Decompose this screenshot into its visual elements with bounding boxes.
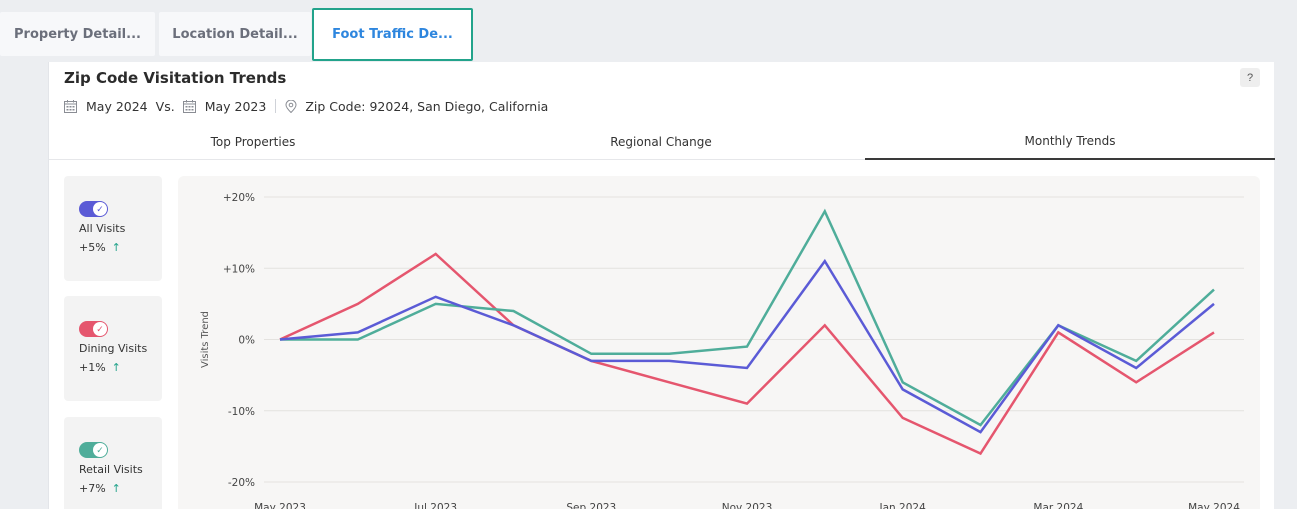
calendar-icon <box>64 99 77 113</box>
check-icon: ✓ <box>93 322 107 336</box>
arrow-up-icon: ↑ <box>111 241 121 254</box>
all-visits-toggle[interactable]: ✓ <box>79 201 108 217</box>
check-icon: ✓ <box>93 443 107 457</box>
y-tick-label: -10% <box>228 406 255 418</box>
subtab-top-properties[interactable]: Top Properties <box>210 135 296 149</box>
legend-card-retail-visits: ✓ Retail Visits +7% ↑ <box>64 417 162 509</box>
legend-pct: +1% <box>79 361 106 374</box>
current-date: May 2024 <box>86 98 148 114</box>
help-button[interactable]: ? <box>1240 68 1260 87</box>
retail-visits-toggle[interactable]: ✓ <box>79 442 108 458</box>
x-tick-label: May 2023 <box>254 502 306 509</box>
legend-pct: +7% <box>79 482 106 495</box>
y-axis-label: Visits Trend <box>200 311 211 368</box>
arrow-up-icon: ↑ <box>111 482 121 495</box>
legend-label: Retail Visits <box>79 463 143 476</box>
x-tick-label: Sep 2023 <box>566 502 616 509</box>
tab-foot-traffic-details[interactable]: Foot Traffic De... <box>312 8 473 61</box>
calendar-icon <box>182 99 196 113</box>
legend-card-dining-visits: ✓ Dining Visits +1% ↑ <box>64 296 162 401</box>
retail-visits-line <box>280 208 1215 427</box>
legend-card-all-visits: ✓ All Visits +5% ↑ <box>64 176 162 281</box>
y-tick-label: -20% <box>228 477 255 489</box>
dining-visits-toggle[interactable]: ✓ <box>79 321 108 337</box>
y-tick-label: +20% <box>223 192 255 204</box>
tab-property-details[interactable]: Property Detail... <box>0 12 155 56</box>
panel-title: Zip Code Visitation Trends <box>64 69 287 87</box>
x-tick-label: Jul 2023 <box>413 502 457 509</box>
x-tick-label: Nov 2023 <box>722 502 773 509</box>
report-tab-bar: Property Detail... Location Detail... Fo… <box>0 0 1297 62</box>
legend-change: +7% ↑ <box>79 482 121 495</box>
divider <box>275 99 277 113</box>
x-tick-label: May 2024 <box>1188 502 1240 509</box>
subtab-monthly-trends[interactable]: Monthly Trends <box>865 124 1275 160</box>
compare-date: May 2023 <box>204 98 267 114</box>
check-icon: ✓ <box>93 202 107 216</box>
legend-label: All Visits <box>79 222 126 235</box>
left-gutter <box>0 62 48 509</box>
subtab-regional-change[interactable]: Regional Change <box>610 135 712 149</box>
zip-code-visitation-panel: Zip Code Visitation Trends ? May 2024 Vs… <box>48 62 1275 509</box>
x-tick-label: Jan 2024 <box>879 502 927 509</box>
right-gutter <box>1274 62 1297 509</box>
panel-meta: May 2024 Vs. May 2023 Zip Code: 92024, S… <box>64 97 548 115</box>
location-pin-icon <box>285 99 297 113</box>
x-tick-label: Mar 2024 <box>1033 502 1083 509</box>
dining-visits-line <box>279 252 1215 456</box>
zip-code-label: Zip Code: 92024, San Diego, California <box>305 98 549 114</box>
vs-label: Vs. <box>155 98 175 114</box>
y-tick-label: 0% <box>238 335 255 347</box>
line-chart: +20% +10% 0% -10% -20% May 2023 Jul 2023 Sep 20… <box>200 192 1244 509</box>
legend-change: +1% ↑ <box>79 361 121 374</box>
view-subtabs: Top Properties Regional Change Monthly T… <box>49 124 1275 160</box>
legend-label: Dining Visits <box>79 342 148 355</box>
monthly-trends-chart: +20% +10% 0% -10% -20% May 2023 Jul 2023 Sep 20… <box>178 176 1260 509</box>
tab-location-details[interactable]: Location Detail... <box>159 12 311 56</box>
all-visits-line <box>279 258 1215 434</box>
arrow-up-icon: ↑ <box>111 361 121 374</box>
legend-change: +5% ↑ <box>79 241 121 254</box>
y-tick-label: +10% <box>223 263 255 275</box>
legend-pct: +5% <box>79 241 106 254</box>
